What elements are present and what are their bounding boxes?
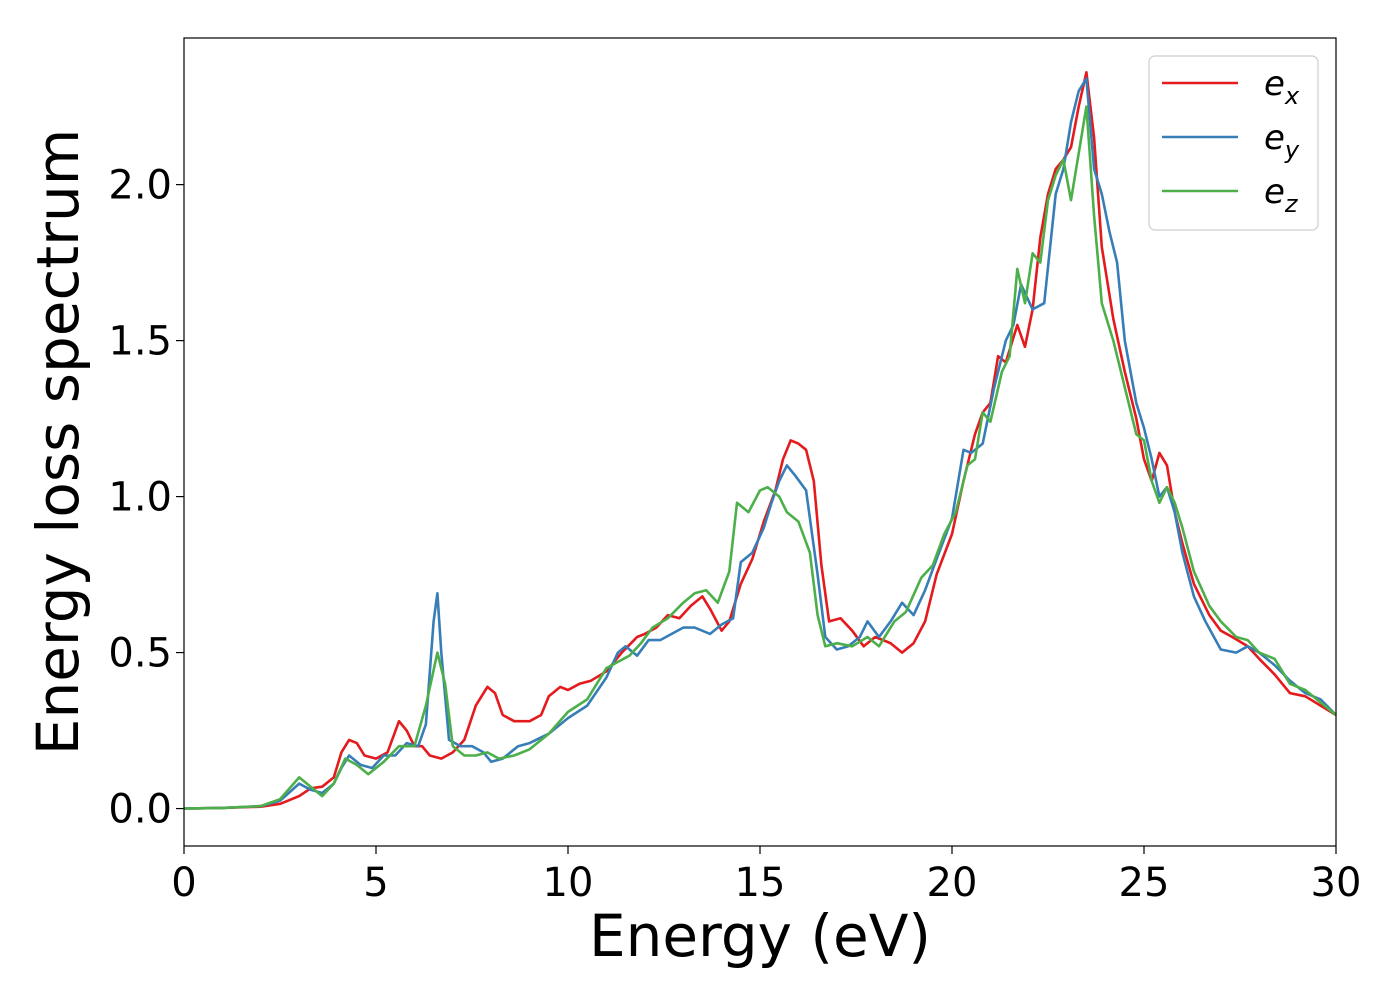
y-tick-label: 1.5 xyxy=(108,319,172,365)
x-axis-title: Energy (eV) xyxy=(589,902,931,970)
legend-label-y: ey xyxy=(1264,118,1300,164)
y-tick-label: 0.0 xyxy=(108,787,172,833)
y-axis-title: Energy loss spectrum xyxy=(24,129,92,755)
x-tick-label: 0 xyxy=(171,860,196,906)
y-axis-ticks: 0.0 0.5 1.0 1.5 2.0 xyxy=(108,163,184,833)
legend-box xyxy=(1148,55,1319,231)
series-layer xyxy=(183,71,1337,810)
x-tick-label: 10 xyxy=(543,860,594,906)
x-axis-ticks: 0 5 10 15 20 25 30 xyxy=(171,846,1361,906)
legend-label-main: e xyxy=(1264,172,1285,212)
x-tick-label: 20 xyxy=(927,860,978,906)
legend-label-main: e xyxy=(1264,64,1285,104)
series-line-y xyxy=(183,77,1337,810)
x-tick-label: 30 xyxy=(1311,860,1362,906)
series-line-z xyxy=(183,105,1337,810)
x-tick-label: 15 xyxy=(735,860,786,906)
legend-label-subscript: y xyxy=(1284,136,1300,164)
y-tick-label: 2.0 xyxy=(108,163,172,209)
legend-label-main: e xyxy=(1264,118,1285,158)
y-tick-label: 0.5 xyxy=(108,631,172,677)
x-tick-label: 25 xyxy=(1119,860,1170,906)
legend-label-subscript: z xyxy=(1284,190,1299,218)
series-line-x xyxy=(183,71,1337,810)
legend-label-x: ex xyxy=(1264,64,1300,110)
legend-label-subscript: x xyxy=(1284,82,1300,110)
legend-label-z: ez xyxy=(1264,172,1299,218)
y-tick-label: 1.0 xyxy=(108,475,172,521)
x-tick-label: 5 xyxy=(363,860,388,906)
